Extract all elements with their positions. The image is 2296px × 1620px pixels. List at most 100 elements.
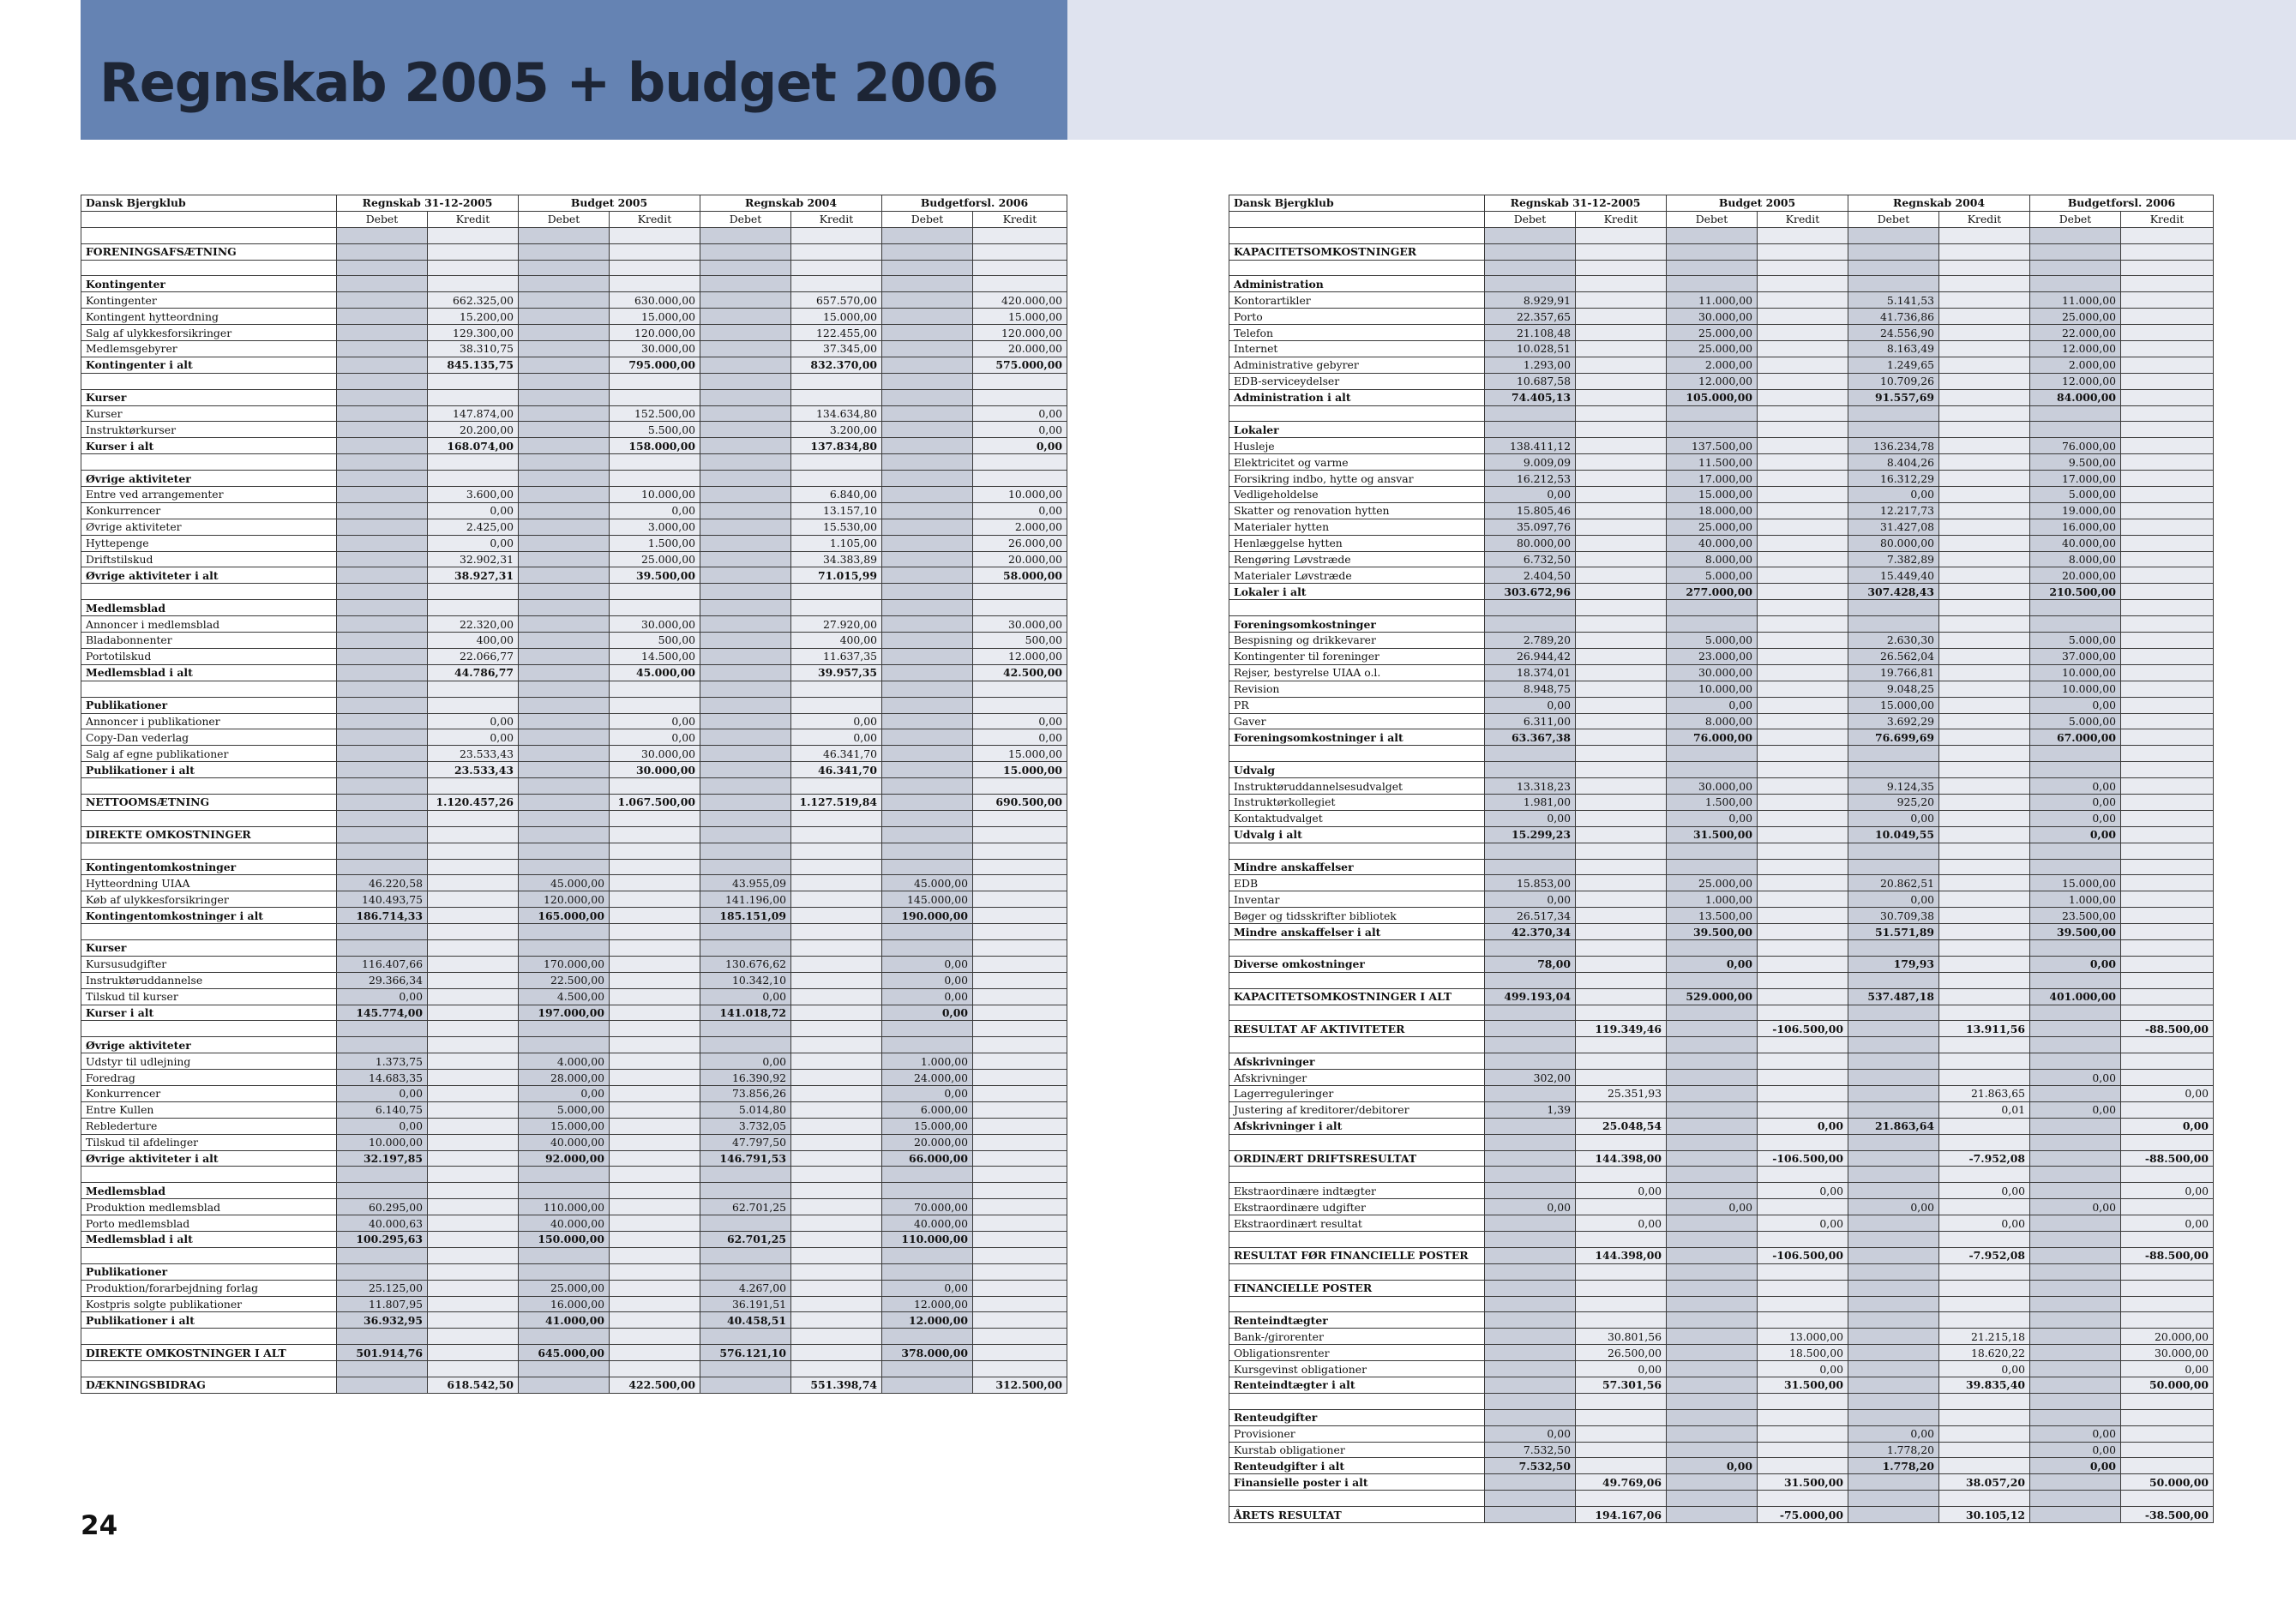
table-row: Bank-/girorenter 30.801,56 13.000,00 21.215… <box>1229 1328 2214 1346</box>
value-cell <box>1938 1490 2030 1508</box>
value-cell <box>2120 1490 2214 1508</box>
value-cell <box>1484 1279 1576 1297</box>
value-cell <box>609 1117 700 1135</box>
value-cell <box>2029 1004 2121 1022</box>
value-cell <box>1757 372 1848 390</box>
table-row: Produktion/forarbejdning forlag 25.125,00… <box>81 1279 1067 1297</box>
value-cell <box>1938 226 2030 244</box>
row-label <box>81 1246 337 1264</box>
value-cell <box>2029 1377 2121 1394</box>
value-cell: 21.108,48 <box>1484 324 1576 342</box>
value-cell <box>2120 1311 2214 1329</box>
value-cell <box>1666 939 1758 957</box>
value-cell: 0,00 <box>2029 1101 2121 1119</box>
value-cell <box>1938 1036 2030 1054</box>
value-cell <box>1484 1408 1576 1426</box>
value-cell: 179,93 <box>1848 955 1939 973</box>
value-cell <box>1484 1215 1576 1232</box>
blank-row <box>81 583 1067 601</box>
value-cell <box>518 340 610 357</box>
value-cell <box>1666 858 1758 876</box>
value-cell <box>2029 1279 2121 1297</box>
table-row: Konkurrencer 0,00 0,00 73.856,26 0,00 <box>81 1084 1067 1102</box>
value-cell <box>336 583 428 601</box>
value-cell <box>518 1246 610 1264</box>
value-cell <box>1757 907 1848 925</box>
page-number: 24 <box>81 1510 118 1541</box>
value-cell <box>790 1231 882 1248</box>
value-cell: 30.000,00 <box>1666 308 1758 326</box>
value-cell <box>700 405 791 423</box>
value-cell <box>1484 745 1576 763</box>
value-cell <box>427 907 519 925</box>
value-cell <box>518 1182 610 1200</box>
row-label: Driftstilskud <box>81 550 337 568</box>
value-cell <box>1848 1344 1939 1362</box>
value-cell <box>1757 632 1848 649</box>
value-cell: 138.411,12 <box>1484 437 1576 455</box>
value-cell <box>1938 356 2030 374</box>
value-cell <box>518 615 610 633</box>
value-cell <box>1757 501 1848 519</box>
value-cell <box>1484 1344 1576 1362</box>
value-cell <box>881 1263 973 1281</box>
row-label: Administration <box>1229 275 1485 293</box>
value-cell: 0,00 <box>1757 1360 1848 1378</box>
value-cell: 147.874,00 <box>427 405 519 423</box>
value-cell <box>700 534 791 552</box>
row-label: Renteudgifter i alt <box>1229 1457 1485 1475</box>
value-cell <box>1484 1053 1576 1071</box>
value-cell: 400,00 <box>427 632 519 649</box>
value-cell <box>518 680 610 698</box>
value-cell <box>1848 1215 1939 1232</box>
value-cell <box>1575 501 1667 519</box>
row-label: Administrative gebyrer <box>1229 356 1485 374</box>
value-cell: 122.455,00 <box>790 324 882 342</box>
value-cell <box>1938 243 2030 261</box>
value-cell <box>881 615 973 633</box>
table-row: Instruktørkollegiet 1.981,00 1.500,00 925,2… <box>1229 793 2214 811</box>
value-cell <box>1757 1441 1848 1459</box>
value-cell <box>2029 1311 2121 1329</box>
value-cell: 40.000,00 <box>1666 534 1758 552</box>
value-cell <box>427 987 519 1005</box>
value-cell <box>427 1295 519 1313</box>
row-label: EDB-serviceydelser <box>1229 372 1485 390</box>
value-cell <box>972 1069 1067 1086</box>
value-cell: 144.398,00 <box>1575 1246 1667 1264</box>
blank-row <box>1229 939 2214 957</box>
value-cell <box>1575 955 1667 973</box>
value-cell <box>2120 405 2214 423</box>
value-cell <box>790 1069 882 1086</box>
value-cell <box>427 971 519 989</box>
value-cell <box>1938 696 2030 714</box>
value-cell: 17.000,00 <box>2029 470 2121 488</box>
value-cell <box>336 696 428 714</box>
value-cell <box>518 437 610 455</box>
value-cell <box>972 1166 1067 1184</box>
blank-row <box>1229 745 2214 763</box>
value-cell: 400,00 <box>790 632 882 649</box>
row-label: Hytteordning UIAA <box>81 874 337 892</box>
value-cell <box>518 647 610 665</box>
row-label: Produktion medlemsblad <box>81 1198 337 1216</box>
value-cell <box>336 599 428 617</box>
value-cell <box>518 939 610 957</box>
value-cell <box>2120 874 2214 892</box>
value-cell <box>1848 226 1939 244</box>
value-cell <box>336 226 428 244</box>
value-cell: 92.000,00 <box>518 1149 610 1167</box>
blank-row <box>1229 1295 2214 1313</box>
value-cell <box>700 583 791 601</box>
blank-row <box>1229 599 2214 617</box>
value-cell: 12.000,00 <box>881 1311 973 1329</box>
value-cell <box>427 1117 519 1135</box>
table-row: Rengøring Løvstræde 6.732,50 8.000,00 7.382… <box>1229 550 2214 568</box>
value-cell: 15.000,00 <box>881 1117 973 1135</box>
table-row: Entre Kullen 6.140,75 5.000,00 5.014,80 6.00… <box>81 1101 1067 1119</box>
value-cell <box>1848 842 1939 860</box>
value-cell <box>1938 453 2030 471</box>
value-cell <box>609 923 700 940</box>
section-row: FINANCIELLE POSTER <box>1229 1279 2214 1297</box>
value-cell <box>972 1084 1067 1102</box>
